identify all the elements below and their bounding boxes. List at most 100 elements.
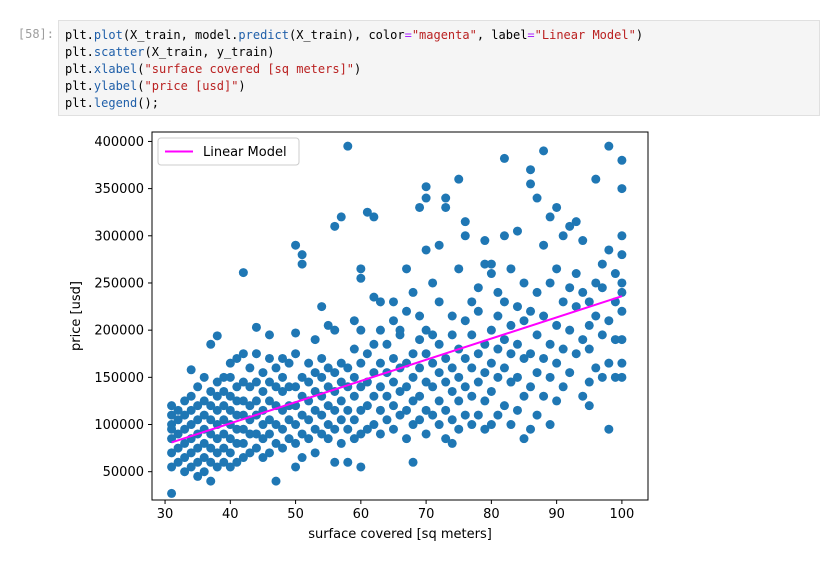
scatter-point [206,415,216,425]
scatter-point [421,377,431,387]
scatter-point [617,155,627,165]
scatter-point [317,372,327,382]
legend-box [157,137,300,166]
scatter-point [467,330,477,340]
scatter-point [212,377,222,387]
code-line: plt.plot(X_train, model.predict(X_train)… [65,27,643,44]
scatter-point [258,434,268,444]
scatter-point [323,401,333,411]
scatter-point [362,207,372,217]
scatter-point [330,368,340,378]
scatter-point [232,353,242,363]
scatter-point [343,405,353,415]
x-tick-label: 100 [609,507,634,522]
code-token: scatter [93,45,145,59]
scatter-point [212,462,222,472]
scatter-point [578,335,588,345]
scatter-point [415,363,425,373]
scatter-point [565,283,575,293]
scatter-point [180,467,190,477]
scatter-point [467,420,477,430]
scatter-point [225,448,235,458]
scatter-point [219,443,229,453]
scatter-point [388,424,398,434]
scatter-point [421,429,431,439]
scatter-point [264,377,274,387]
scatter-point [395,410,405,420]
scatter-point [219,386,229,396]
scatter-point [552,358,562,368]
scatter-point [167,448,177,458]
code-cell-input[interactable]: plt.plot(X_train, model.predict(X_train)… [58,20,820,116]
scatter-point [499,401,509,411]
scatter-point [532,410,542,420]
scatter-point [499,335,509,345]
scatter-point [362,424,372,434]
scatter-point [382,391,392,401]
scatter-point [584,344,594,354]
scatter-point [493,372,503,382]
scatter-point [219,457,229,467]
scatter-point [454,174,464,184]
scatter-point [617,278,627,288]
scatter-point [369,420,379,430]
scatter-point [434,339,444,349]
scatter-point [193,457,203,467]
code-token: ( [137,62,145,76]
scatter-point [173,457,183,467]
scatter-point [310,448,320,458]
scatter-point [238,349,248,359]
scatter-point [526,179,536,189]
scatter-point [454,264,464,274]
scatter-point [349,372,359,382]
scatter-point [310,368,320,378]
scatter-point [545,420,555,430]
scatter-point [297,250,307,260]
x-axis-label: surface covered [sq meters] [308,527,492,542]
scatter-point [310,386,320,396]
scatter-point [167,420,177,430]
scatter-point [415,202,425,212]
scatter-point [460,410,470,420]
scatter-point [428,410,438,420]
scatter-point [310,424,320,434]
scatter-point [591,311,601,321]
scatter-point [604,245,614,255]
scatter-point [597,372,607,382]
scatter-point [512,372,522,382]
code-editor[interactable]: plt.plot(X_train, model.predict(X_train)… [65,27,643,112]
scatter-point [356,264,366,274]
scatter-point [291,438,301,448]
scatter-point [408,287,418,297]
scatter-point [186,462,196,472]
scatter-point [532,330,542,340]
scatter-point [375,358,385,368]
scatter-point [473,306,483,316]
scatter-point [388,316,398,326]
scatter-point [271,420,281,430]
scatter-point [369,339,379,349]
scatter-point [539,240,549,250]
scatter-point [375,429,385,439]
scatter-point [251,396,261,406]
scatter-point [291,240,301,250]
scatter-point [245,401,255,411]
scatter-point [558,382,568,392]
scatter-point [519,353,529,363]
scatter-point [545,339,555,349]
scatter-point [264,330,274,340]
scatter-point [539,391,549,401]
code-line: plt.legend(); [65,95,643,112]
scatter-point [173,415,183,425]
scatter-point [460,353,470,363]
scatter-point [291,328,301,338]
scatter-point [408,420,418,430]
scatter-point [486,269,496,279]
scatter-point [441,434,451,444]
scatter-point [284,415,294,425]
scatter-point [395,330,405,340]
scatter-point [297,410,307,420]
scatter-point [454,396,464,406]
scatter-point [486,358,496,368]
y-axis-label: price [usd] [69,281,84,351]
